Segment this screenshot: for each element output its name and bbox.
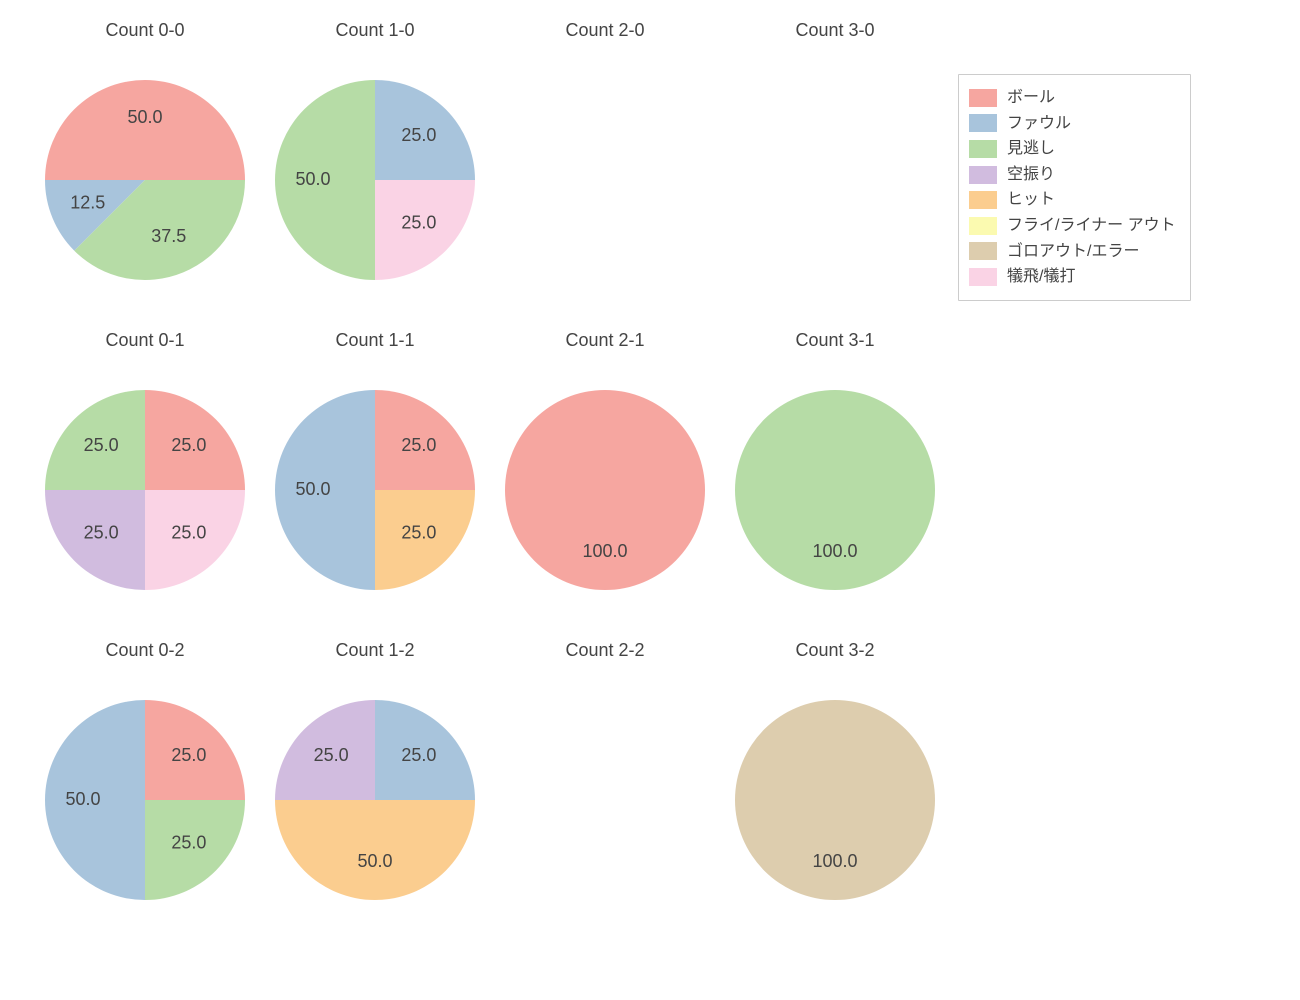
- pie-svg: 25.0 50.0 25.0: [270, 370, 480, 610]
- pie-chart: Count 3-1 100.0: [730, 330, 940, 610]
- legend-label: ヒット: [1007, 187, 1055, 213]
- pie-slice: [45, 80, 245, 180]
- pie-svg: 25.0 50.0 25.0: [270, 60, 480, 300]
- slice-label: 25.0: [401, 213, 436, 233]
- pie-chart: Count 2-2: [500, 640, 710, 920]
- legend-item: ファウル: [969, 111, 1176, 137]
- slice-label: 25.0: [401, 435, 436, 455]
- pie-chart: Count 0-0 50.0 12.5 37.5: [40, 20, 250, 300]
- slice-label: 25.0: [84, 523, 119, 543]
- chart-title: Count 1-1: [270, 330, 480, 351]
- legend-item: 見逃し: [969, 136, 1176, 162]
- pie-svg: 100.0: [730, 680, 940, 920]
- slice-label: 100.0: [582, 541, 627, 561]
- chart-title: Count 2-0: [500, 20, 710, 41]
- legend-item: 犠飛/犠打: [969, 264, 1176, 290]
- slice-label: 25.0: [84, 435, 119, 455]
- pie-chart: Count 1-2 25.0 25.0 50.0: [270, 640, 480, 920]
- pie-svg: 25.0 25.0 50.0: [270, 680, 480, 920]
- slice-label: 50.0: [65, 789, 100, 809]
- legend-label: ゴロアウト/エラー: [1007, 239, 1139, 265]
- legend-label: 見逃し: [1007, 136, 1055, 162]
- pie-svg: 25.0 25.0 25.0 25.0: [40, 370, 250, 610]
- pie-svg: 100.0: [730, 370, 940, 610]
- pie-svg: 50.0 12.5 37.5: [40, 60, 250, 300]
- slice-label: 25.0: [171, 745, 206, 765]
- pie-chart: Count 3-0: [730, 20, 940, 300]
- chart-title: Count 0-0: [40, 20, 250, 41]
- legend-item: ボール: [969, 85, 1176, 111]
- pie-chart: Count 0-1 25.0 25.0 25.0 25.0: [40, 330, 250, 610]
- slice-label: 25.0: [171, 435, 206, 455]
- legend-swatch: [969, 242, 997, 260]
- pie-svg: [500, 60, 710, 300]
- legend-item: 空振り: [969, 162, 1176, 188]
- pie-chart: Count 1-1 25.0 50.0 25.0: [270, 330, 480, 610]
- pie-chart: Count 2-0: [500, 20, 710, 300]
- slice-label: 25.0: [401, 745, 436, 765]
- slice-label: 12.5: [70, 192, 105, 212]
- chart-title: Count 3-1: [730, 330, 940, 351]
- legend-label: 犠飛/犠打: [1007, 264, 1075, 290]
- slice-label: 25.0: [171, 833, 206, 853]
- chart-title: Count 3-2: [730, 640, 940, 661]
- legend-label: 空振り: [1007, 162, 1055, 188]
- legend-swatch: [969, 114, 997, 132]
- slice-label: 37.5: [151, 226, 186, 246]
- legend-swatch: [969, 268, 997, 286]
- legend-label: ボール: [1007, 85, 1055, 111]
- pie-chart: Count 1-0 25.0 50.0 25.0: [270, 20, 480, 300]
- chart-title: Count 3-0: [730, 20, 940, 41]
- legend-swatch: [969, 140, 997, 158]
- pie-chart: Count 3-2 100.0: [730, 640, 940, 920]
- pie-svg: [730, 60, 940, 300]
- legend-swatch: [969, 89, 997, 107]
- slice-label: 25.0: [314, 745, 349, 765]
- legend-label: フライ/ライナー アウト: [1007, 213, 1176, 239]
- slice-label: 25.0: [401, 523, 436, 543]
- pie-svg: [500, 680, 710, 920]
- legend-label: ファウル: [1007, 111, 1071, 137]
- chart-title: Count 0-2: [40, 640, 250, 661]
- legend-item: ゴロアウト/エラー: [969, 239, 1176, 265]
- slice-label: 25.0: [171, 523, 206, 543]
- pie-svg: 25.0 50.0 25.0: [40, 680, 250, 920]
- legend-item: フライ/ライナー アウト: [969, 213, 1176, 239]
- slice-label: 100.0: [812, 851, 857, 871]
- legend-swatch: [969, 166, 997, 184]
- pie-chart: Count 2-1 100.0: [500, 330, 710, 610]
- slice-label: 50.0: [295, 169, 330, 189]
- pie-svg: 100.0: [500, 370, 710, 610]
- chart-title: Count 2-1: [500, 330, 710, 351]
- chart-title: Count 1-2: [270, 640, 480, 661]
- slice-label: 25.0: [401, 125, 436, 145]
- chart-title: Count 1-0: [270, 20, 480, 41]
- legend-swatch: [969, 217, 997, 235]
- legend: ボールファウル見逃し空振りヒットフライ/ライナー アウトゴロアウト/エラー犠飛/…: [958, 74, 1191, 301]
- slice-label: 50.0: [295, 479, 330, 499]
- slice-label: 50.0: [127, 107, 162, 127]
- pie-chart: Count 0-2 25.0 50.0 25.0: [40, 640, 250, 920]
- legend-swatch: [969, 191, 997, 209]
- chart-title: Count 0-1: [40, 330, 250, 351]
- slice-label: 100.0: [812, 541, 857, 561]
- legend-item: ヒット: [969, 187, 1176, 213]
- slice-label: 50.0: [357, 851, 392, 871]
- chart-title: Count 2-2: [500, 640, 710, 661]
